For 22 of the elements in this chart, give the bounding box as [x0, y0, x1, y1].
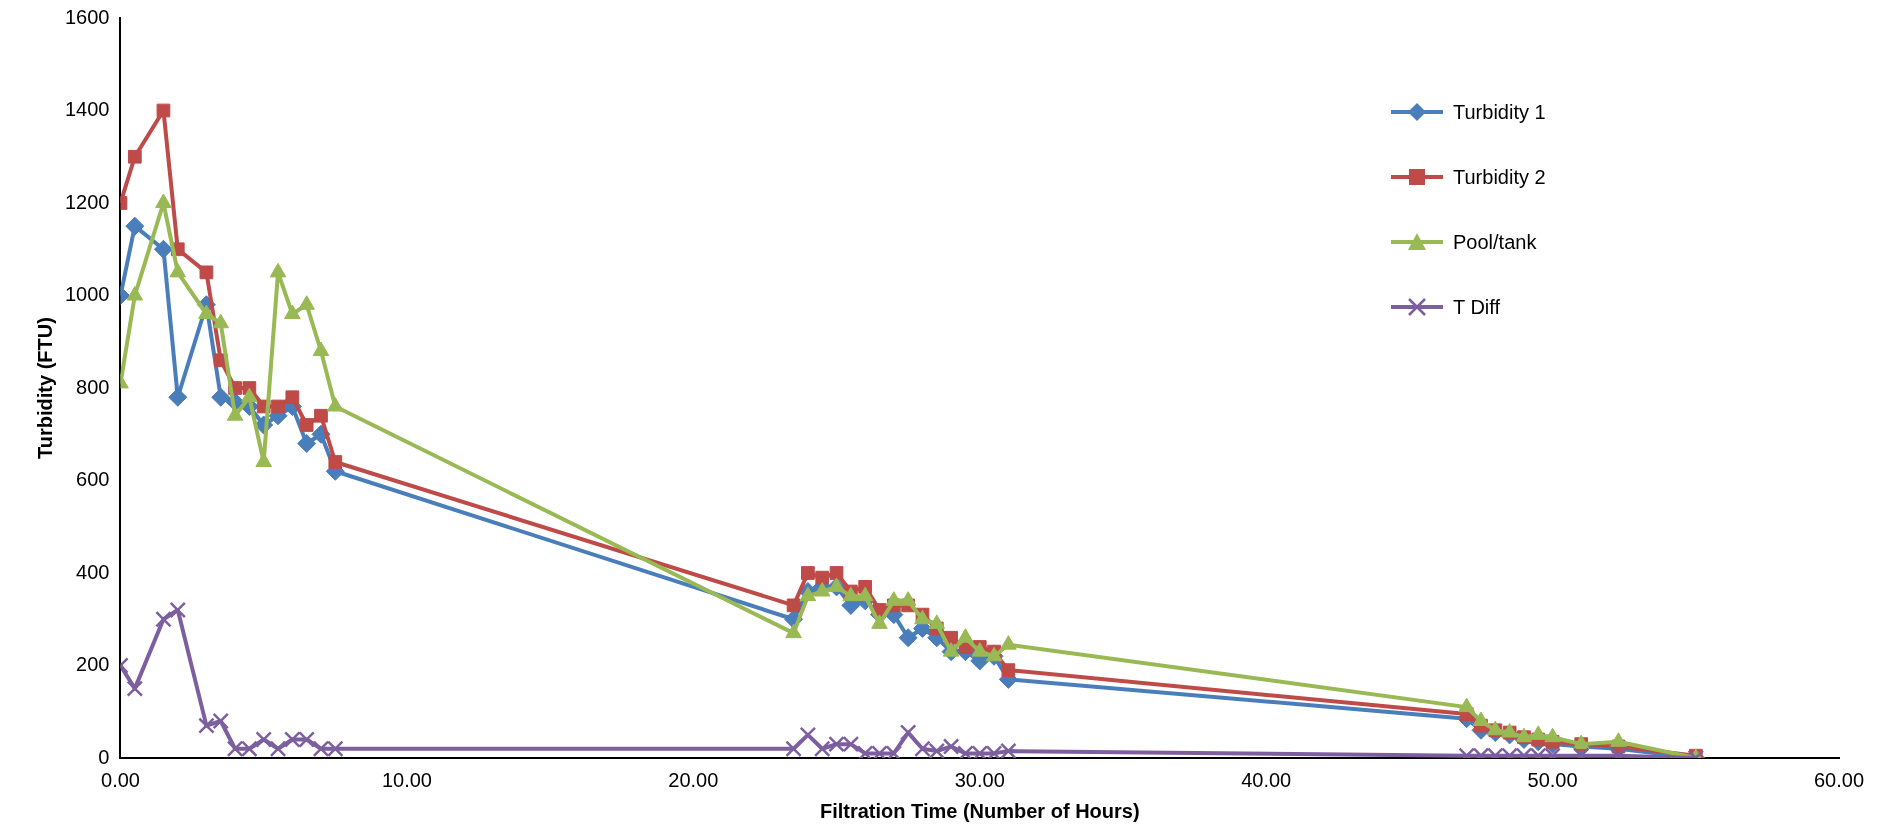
- y-tick-label: 600: [76, 468, 110, 491]
- x-tick-label: 50.00: [1527, 768, 1578, 791]
- legend-label: Turbidity 1: [1453, 100, 1546, 124]
- y-tick-label: 0: [98, 745, 110, 768]
- y-tick-label: 1000: [64, 283, 110, 306]
- legend-label: T Diff: [1453, 295, 1501, 319]
- y-tick-label: 400: [76, 560, 110, 583]
- y-tick-label: 1400: [64, 98, 110, 121]
- x-tick-label: 30.00: [954, 768, 1005, 791]
- x-tick-label: 40.00: [1241, 768, 1292, 791]
- x-tick-label: 20.00: [668, 768, 719, 791]
- x-tick-label: 10.00: [381, 768, 432, 791]
- y-tick-label: 800: [76, 375, 110, 398]
- y-axis-title: Turbidity (FTU): [33, 317, 56, 459]
- y-tick-label: 1600: [64, 5, 110, 28]
- legend-label: Turbidity 2: [1453, 165, 1546, 189]
- y-tick-label: 200: [76, 653, 110, 676]
- legend-label: Pool/tank: [1453, 230, 1537, 254]
- x-tick-label: 60.00: [1813, 768, 1865, 791]
- x-axis-title: Filtration Time (Number of Hours): [819, 799, 1140, 822]
- y-tick-label: 1200: [64, 190, 110, 213]
- x-tick-label: 0.00: [101, 768, 140, 791]
